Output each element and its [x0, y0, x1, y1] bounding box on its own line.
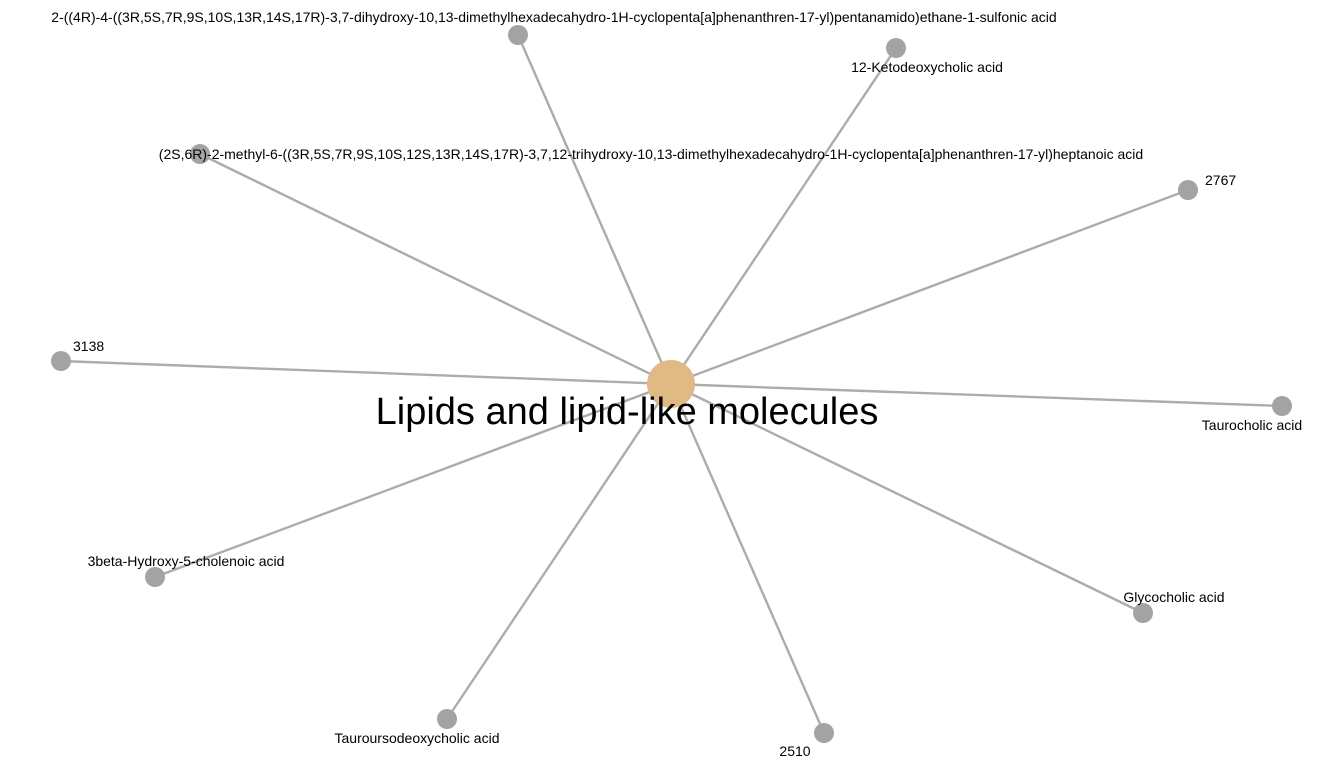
hub-label: Lipids and lipid-like molecules — [376, 391, 879, 433]
edge-n6 — [670, 382, 1283, 408]
node-label-n8: Glycocholic acid — [1123, 589, 1224, 605]
node-n9[interactable] — [437, 709, 457, 729]
node-n6[interactable] — [1272, 396, 1292, 416]
node-label-n6: Taurocholic acid — [1202, 417, 1302, 433]
node-n10[interactable] — [814, 723, 834, 743]
edge-n5 — [60, 359, 672, 386]
nodes-layer — [51, 25, 1292, 743]
node-n1[interactable] — [508, 25, 528, 45]
edge-n2 — [670, 47, 897, 385]
node-label-n3: (2S,6R)-2-methyl-6-((3R,5S,7R,9S,10S,12S… — [159, 146, 1143, 162]
node-label-n4: 2767 — [1205, 172, 1236, 188]
node-n4[interactable] — [1178, 180, 1198, 200]
node-label-n1: 2-((4R)-4-((3R,5S,7R,9S,10S,13R,14S,17R)… — [51, 9, 1056, 25]
hub-node[interactable] — [647, 360, 695, 408]
node-label-n10: 2510 — [779, 743, 810, 759]
edge-n8 — [670, 382, 1144, 615]
node-n5[interactable] — [51, 351, 71, 371]
node-n2[interactable] — [886, 38, 906, 58]
node-label-n2: 12-Ketodeoxycholic acid — [851, 59, 1003, 75]
node-n7[interactable] — [145, 567, 165, 587]
node-label-n5: 3138 — [73, 338, 104, 354]
edge-n3 — [199, 152, 672, 386]
node-label-n7: 3beta-Hydroxy-5-cholenoic acid — [88, 553, 285, 569]
edge-n1 — [516, 34, 673, 385]
labels-layer: 2-((4R)-4-((3R,5S,7R,9S,10S,13R,14S,17R)… — [51, 9, 1302, 759]
edge-n7 — [154, 382, 672, 579]
node-n3[interactable] — [190, 144, 210, 164]
node-n8[interactable] — [1133, 603, 1153, 623]
edge-n9 — [446, 383, 672, 720]
edges-layer — [60, 34, 1283, 734]
edge-n10 — [669, 383, 826, 734]
node-label-n9: Tauroursodeoxycholic acid — [335, 730, 500, 746]
edge-n4 — [670, 188, 1189, 386]
